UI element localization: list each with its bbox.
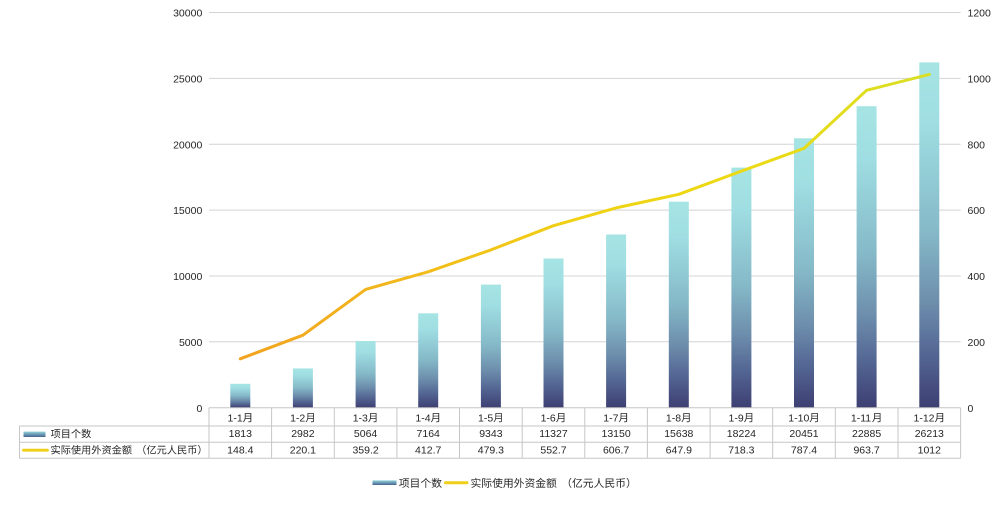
svg-text:1-9: 1-9 bbox=[729, 412, 744, 424]
svg-text:1000: 1000 bbox=[968, 74, 992, 86]
svg-text:0: 0 bbox=[196, 403, 202, 415]
svg-text:26213: 26213 bbox=[915, 428, 944, 440]
svg-text:1-8: 1-8 bbox=[666, 412, 681, 424]
svg-text:15638: 15638 bbox=[664, 428, 693, 440]
svg-text:13150: 13150 bbox=[601, 428, 630, 440]
svg-text:2982: 2982 bbox=[291, 428, 315, 440]
svg-text:25000: 25000 bbox=[173, 74, 202, 86]
svg-text:20451: 20451 bbox=[789, 428, 818, 440]
svg-text:22885: 22885 bbox=[852, 428, 881, 440]
svg-text:1-7: 1-7 bbox=[603, 412, 618, 424]
svg-text:15000: 15000 bbox=[173, 205, 202, 217]
svg-text:1-6: 1-6 bbox=[541, 412, 556, 424]
svg-text:1-10: 1-10 bbox=[788, 412, 809, 424]
svg-text:0: 0 bbox=[968, 403, 974, 415]
svg-text:787.4: 787.4 bbox=[791, 445, 817, 457]
svg-text:479.3: 479.3 bbox=[478, 445, 504, 457]
svg-text:10000: 10000 bbox=[173, 271, 202, 283]
svg-text:1012: 1012 bbox=[918, 445, 942, 457]
svg-text:11327: 11327 bbox=[539, 428, 568, 440]
svg-text:1200: 1200 bbox=[968, 8, 992, 20]
svg-text:148.4: 148.4 bbox=[227, 445, 253, 457]
svg-text:5000: 5000 bbox=[179, 337, 203, 349]
svg-text:1-3: 1-3 bbox=[353, 412, 368, 424]
svg-text:18224: 18224 bbox=[727, 428, 756, 440]
svg-text:30000: 30000 bbox=[173, 8, 202, 20]
svg-text:600: 600 bbox=[968, 205, 986, 217]
svg-text:1-4: 1-4 bbox=[415, 412, 430, 424]
svg-text:200: 200 bbox=[968, 337, 986, 349]
svg-text:552.7: 552.7 bbox=[540, 445, 566, 457]
svg-text:359.2: 359.2 bbox=[352, 445, 378, 457]
svg-text:7164: 7164 bbox=[417, 428, 441, 440]
svg-text:1-5: 1-5 bbox=[478, 412, 493, 424]
svg-text:1-12: 1-12 bbox=[914, 412, 935, 424]
svg-text:412.7: 412.7 bbox=[415, 445, 441, 457]
svg-text:1-1: 1-1 bbox=[228, 412, 243, 424]
svg-text:1-2: 1-2 bbox=[290, 412, 305, 424]
svg-text:9343: 9343 bbox=[479, 428, 503, 440]
svg-text:400: 400 bbox=[968, 271, 986, 283]
svg-text:647.9: 647.9 bbox=[666, 445, 692, 457]
svg-text:606.7: 606.7 bbox=[603, 445, 629, 457]
svg-text:1-11: 1-11 bbox=[851, 412, 871, 424]
svg-text:5064: 5064 bbox=[354, 428, 378, 440]
svg-text:220.1: 220.1 bbox=[290, 445, 316, 457]
svg-text:20000: 20000 bbox=[173, 139, 202, 151]
svg-text:1813: 1813 bbox=[229, 428, 253, 440]
svg-text:963.7: 963.7 bbox=[853, 445, 879, 457]
svg-text:800: 800 bbox=[968, 139, 986, 151]
svg-text:718.3: 718.3 bbox=[728, 445, 754, 457]
